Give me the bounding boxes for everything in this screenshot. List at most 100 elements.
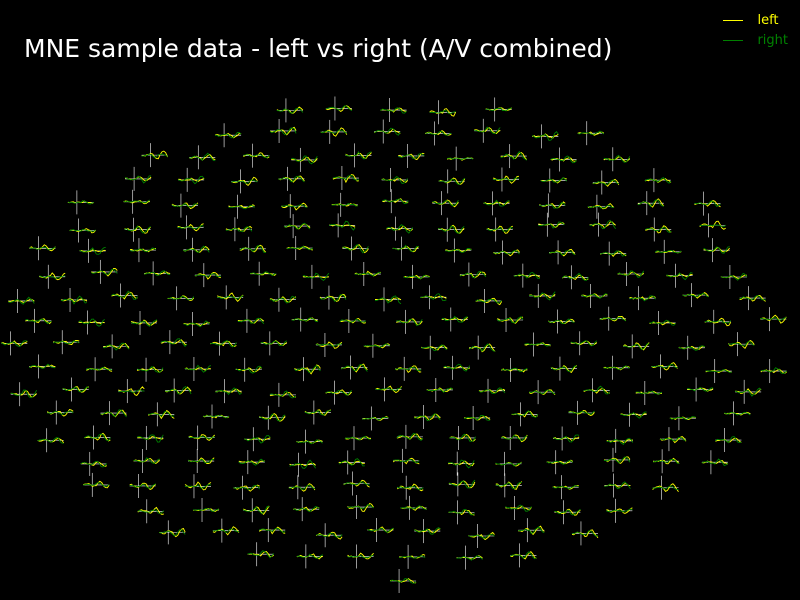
sensor-plot [171,193,199,218]
sensor-plot [315,523,343,548]
sensor-trace-left [651,362,678,371]
sensor-plot [429,100,457,125]
sensor-trace-right [52,340,80,344]
sensor-plot [603,447,631,472]
sensor-trace-right [83,482,110,488]
sensor-plot [703,238,730,263]
sensor-trace-right [133,457,160,464]
sensor-trace-right [123,199,150,204]
sensor-plot [649,310,676,335]
sensor-trace-right [288,484,316,491]
sensor-plot [441,307,469,332]
sensor-plot [587,194,615,219]
sensor-trace-right [570,340,598,347]
sensor-trace-right [10,389,38,399]
sensor-trace-right [239,244,266,253]
legend-line-right [723,39,744,41]
sensor-trace-right [85,367,113,371]
sensor-trace-right [130,319,158,327]
sensor-trace-right [386,224,413,234]
sensor-plot [320,119,348,144]
sensor-trace-right [438,225,465,234]
sensor-trace-right [396,432,424,441]
sensor-trace-right [69,229,96,232]
sensor-trace-right [269,295,297,304]
sensor-trace-right [474,126,501,134]
sensor-trace-right [29,363,56,369]
sensor-plot [283,214,311,239]
sensor-plot [635,380,663,405]
sensor-trace-right [137,434,164,443]
sensor-plot [448,451,475,476]
sensor-plot [400,495,427,520]
sensor-plot [529,283,556,308]
sensor-trace-right [396,485,424,491]
sensor-trace-left [704,317,732,327]
sensor-plot [603,355,630,380]
sensor-plot [302,264,330,289]
sensor-trace-right [760,317,787,321]
sensor-trace-right [510,551,537,560]
sensor-plot [130,310,158,335]
sensor-plot [341,355,368,380]
sensor-plot [294,357,321,382]
sensor-trace-right [47,410,74,416]
sensor-plot [124,166,152,191]
sensor-plot [414,405,441,430]
sensor-trace-left [332,174,359,184]
sensor-plot [46,400,74,425]
sensor-trace-right [501,367,528,372]
sensor-trace-right [495,462,522,467]
sensor-trace-right [468,533,495,539]
sensor-trace-right [645,227,672,234]
sensor-trace-left [194,272,221,280]
sensor-trace-right [39,275,66,280]
sensor-plot [10,382,38,407]
sensor-plot [571,521,599,546]
sensor-plot [645,217,672,242]
sensor-plot [511,402,539,427]
sensor-trace-right [118,389,145,393]
sensor-trace-right [443,363,471,372]
sensor-plot [577,121,605,146]
sensor-trace-left [217,292,244,302]
sensor-trace-right [171,202,198,208]
sensor-trace-right [269,127,297,136]
sensor-plot [238,450,266,475]
sensor-plot [550,147,577,172]
sensor-trace-left [678,345,705,350]
sensor-plot [727,332,755,357]
sensor-trace-left [492,175,520,184]
sensor-plot [620,402,647,427]
sensor-trace-right [381,176,409,185]
sensor-plot [546,450,574,475]
sensor-plot [705,359,732,384]
sensor-trace-right [478,387,506,394]
sensor-plot [617,261,645,286]
sensor-trace-left [539,201,566,209]
sensor-trace-right [682,292,709,298]
sensor-trace-right [649,319,676,326]
sensor-plot [362,406,389,431]
sensor-plot [137,425,164,450]
sensor-trace-right [441,315,468,323]
sensor-plot [143,261,171,286]
sensor-trace-right [666,272,693,281]
sensor-trace-right [486,226,514,232]
sensor-trace-left [474,127,501,135]
sensor-trace-right [319,294,347,302]
sensor-trace-right [1,340,28,348]
sensor-trace-right [183,245,210,254]
sensor-trace-right [485,107,512,112]
sensor-plot [475,288,503,313]
sensor-plot [250,261,277,286]
sensor-trace-right [561,272,589,281]
sensor-trace-right [296,439,323,445]
sensor-plot [289,452,316,477]
sensor-trace-right [449,433,476,442]
sensor-plot [214,123,242,148]
sensor-trace-left [302,275,329,279]
sensor-trace-right [529,389,556,395]
sensor-plot [474,118,501,143]
sensor-plot [606,498,633,523]
